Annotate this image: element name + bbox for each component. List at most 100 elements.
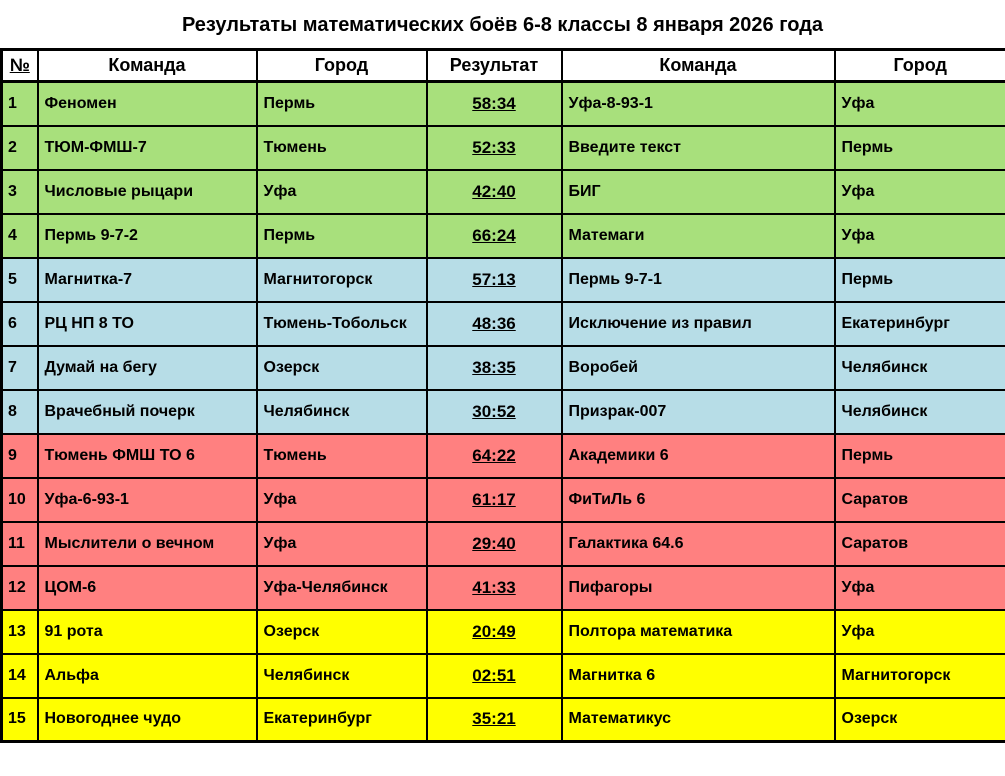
city-right-cell: Пермь: [833, 124, 1005, 171]
row-number-cell: 8: [0, 388, 39, 435]
page-title: Результаты математических боёв 6-8 класс…: [181, 14, 824, 36]
city-right-cell: Озерск: [833, 696, 1005, 743]
team-right-cell: Уфа-8-93-1: [560, 80, 836, 127]
column-header-number: №: [0, 48, 39, 83]
team-right-cell: Пермь 9-7-1: [560, 256, 836, 303]
table-row: 7 Думай на бегу Озерск 38:35 Воробей Челябинс…: [0, 344, 1005, 391]
team-left-cell: Числовые рыцари: [36, 168, 258, 215]
table-row: 13 91 рота Озерск 20:49 Полтора математика Уф…: [0, 608, 1005, 655]
table-row: 2 ТЮМ-ФМШ-7 Тюмень 52:33 Введите текст Пермь: [0, 124, 1005, 171]
result-cell: 57:13: [425, 256, 563, 303]
city-right-cell: Уфа: [833, 168, 1005, 215]
table-row: 8 Врачебный почерк Челябинск 30:52 Призрак-0…: [0, 388, 1005, 435]
column-header-team-right: Команда: [560, 48, 836, 83]
row-number-cell: 5: [0, 256, 39, 303]
row-number-cell: 3: [0, 168, 39, 215]
team-left-cell: Мыслители о вечном: [36, 520, 258, 567]
result-cell: 61:17: [425, 476, 563, 523]
row-number-cell: 4: [0, 212, 39, 259]
result-cell: 42:40: [425, 168, 563, 215]
header-row: № Команда Город Результат Команда Город: [0, 48, 1005, 83]
table-row: 4 Пермь 9-7-2 Пермь 66:24 Матемаги Уфа: [0, 212, 1005, 259]
row-number-cell: 2: [0, 124, 39, 171]
team-right-cell: Матемаги: [560, 212, 836, 259]
team-left-cell: 91 рота: [36, 608, 258, 655]
result-cell: 35:21: [425, 696, 563, 743]
city-left-cell: Челябинск: [255, 388, 428, 435]
team-left-cell: РЦ НП 8 ТО: [36, 300, 258, 347]
result-cell: 29:40: [425, 520, 563, 567]
city-left-cell: Уфа-Челябинск: [255, 564, 428, 611]
result-cell: 30:52: [425, 388, 563, 435]
city-right-cell: Челябинск: [833, 388, 1005, 435]
city-left-cell: Тюмень-Тобольск: [255, 300, 428, 347]
team-left-cell: Магнитка-7: [36, 256, 258, 303]
column-header-result: Результат: [425, 48, 563, 83]
city-right-cell: Пермь: [833, 432, 1005, 479]
column-header-city-right: Город: [833, 48, 1005, 83]
city-left-cell: Озерск: [255, 344, 428, 391]
city-left-cell: Екатеринбург: [255, 696, 428, 743]
results-table: № Команда Город Результат Команда Город 1 Фено…: [0, 48, 1005, 743]
row-number-cell: 14: [0, 652, 39, 699]
row-number-cell: 15: [0, 696, 39, 743]
column-header-team-left: Команда: [36, 48, 258, 83]
team-right-cell: Математикус: [560, 696, 836, 743]
city-left-cell: Уфа: [255, 476, 428, 523]
team-right-cell: Введите текст: [560, 124, 836, 171]
team-left-cell: Феномен: [36, 80, 258, 127]
team-left-cell: Тюмень ФМШ ТО 6: [36, 432, 258, 479]
team-right-cell: Исключение из правил: [560, 300, 836, 347]
team-right-cell: ФиТиЛь 6: [560, 476, 836, 523]
table-row: 1 Феномен Пермь 58:34 Уфа-8-93-1 Уфа: [0, 80, 1005, 127]
city-right-cell: Челябинск: [833, 344, 1005, 391]
city-right-cell: Уфа: [833, 608, 1005, 655]
result-cell: 02:51: [425, 652, 563, 699]
city-right-cell: Екатеринбург: [833, 300, 1005, 347]
team-right-cell: Магнитка 6: [560, 652, 836, 699]
team-left-cell: Врачебный почерк: [36, 388, 258, 435]
row-number-cell: 6: [0, 300, 39, 347]
row-number-cell: 12: [0, 564, 39, 611]
city-right-cell: Уфа: [833, 80, 1005, 127]
team-left-cell: ЦОМ-6: [36, 564, 258, 611]
table-row: 14 Альфа Челябинск 02:51 Магнитка 6 Магнитого…: [0, 652, 1005, 699]
city-left-cell: Уфа: [255, 168, 428, 215]
city-left-cell: Челябинск: [255, 652, 428, 699]
team-left-cell: Альфа: [36, 652, 258, 699]
team-left-cell: Пермь 9-7-2: [36, 212, 258, 259]
city-right-cell: Саратов: [833, 520, 1005, 567]
table-row: 15 Новогоднее чудо Екатеринбург 35:21 Матема…: [0, 696, 1005, 743]
team-left-cell: ТЮМ-ФМШ-7: [36, 124, 258, 171]
result-cell: 64:22: [425, 432, 563, 479]
city-right-cell: Уфа: [833, 212, 1005, 259]
city-right-cell: Магнитогорск: [833, 652, 1005, 699]
result-cell: 66:24: [425, 212, 563, 259]
city-left-cell: Озерск: [255, 608, 428, 655]
table-row: 6 РЦ НП 8 ТО Тюмень-Тобольск 48:36 Исключени…: [0, 300, 1005, 347]
city-left-cell: Магнитогорск: [255, 256, 428, 303]
row-number-cell: 1: [0, 80, 39, 127]
row-number-cell: 11: [0, 520, 39, 567]
team-right-cell: Академики 6: [560, 432, 836, 479]
city-left-cell: Тюмень: [255, 124, 428, 171]
city-right-cell: Пермь: [833, 256, 1005, 303]
city-left-cell: Тюмень: [255, 432, 428, 479]
table-row: 9 Тюмень ФМШ ТО 6 Тюмень 64:22 Академики 6 Пе…: [0, 432, 1005, 479]
team-right-cell: Призрак-007: [560, 388, 836, 435]
row-number-cell: 7: [0, 344, 39, 391]
row-number-cell: 13: [0, 608, 39, 655]
city-left-cell: Уфа: [255, 520, 428, 567]
team-right-cell: Галактика 64.6: [560, 520, 836, 567]
city-left-cell: Пермь: [255, 212, 428, 259]
team-right-cell: БИГ: [560, 168, 836, 215]
city-right-cell: Уфа: [833, 564, 1005, 611]
result-cell: 48:36: [425, 300, 563, 347]
row-number-cell: 9: [0, 432, 39, 479]
result-cell: 38:35: [425, 344, 563, 391]
table-row: 12 ЦОМ-6 Уфа-Челябинск 41:33 Пифагоры Уфа: [0, 564, 1005, 611]
city-right-cell: Саратов: [833, 476, 1005, 523]
result-cell: 52:33: [425, 124, 563, 171]
column-header-city-left: Город: [255, 48, 428, 83]
